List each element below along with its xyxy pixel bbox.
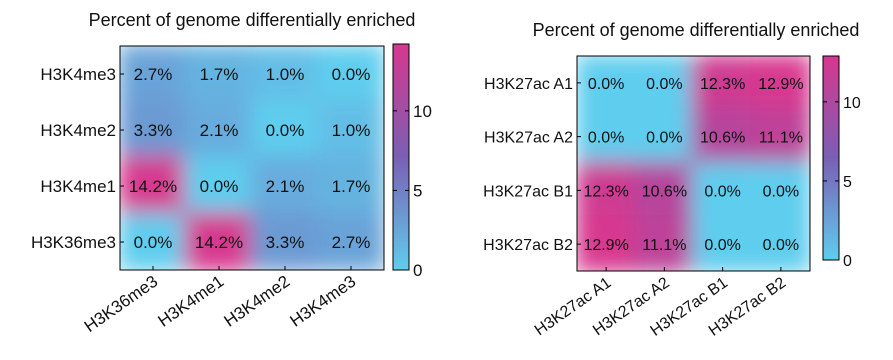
heatmap-cell	[120, 46, 188, 104]
row-label: H3K27ac B2	[483, 237, 573, 254]
chart-title-right: Percent of genome differentially enriche…	[533, 20, 860, 40]
row-label: H3K27ac A2	[484, 130, 573, 147]
colorbar-tick-label: 5	[843, 174, 852, 191]
cell-value-label: 11.1%	[759, 130, 803, 147]
colorbar-tick-label: 0	[843, 253, 852, 270]
heatmap-cell	[316, 156, 384, 216]
heatmap-cell	[250, 100, 320, 160]
colorbar-tick-label: 10	[843, 95, 861, 112]
cell-value-label: 0.0%	[588, 76, 624, 93]
cell-value-label: 0.0%	[704, 237, 740, 254]
cell-value-label: 0.0%	[200, 177, 239, 196]
cell-value-label: 0.0%	[646, 130, 682, 147]
row-label: H3K36me3	[31, 233, 116, 252]
heatmap-cell	[749, 215, 810, 271]
chart-title-left: Percent of genome differentially enriche…	[89, 10, 416, 30]
heatmap-cell	[250, 212, 320, 270]
heatmap-cell	[184, 100, 254, 160]
heatmap-cell	[184, 46, 254, 104]
heatmap-cell	[577, 56, 638, 112]
heatmap-cell	[691, 161, 754, 220]
colorbar-right: 0 5 10	[822, 55, 861, 270]
column-label: H3K4me3	[286, 272, 359, 331]
row-label: H3K27ac A1	[484, 76, 573, 93]
column-label: H3K4me1	[154, 272, 227, 331]
cell-value-label: 2.1%	[266, 177, 305, 196]
cell-value-label: 3.3%	[134, 121, 173, 140]
cell-value-label: 12.3%	[583, 183, 628, 200]
cell-value-label: 2.7%	[332, 233, 371, 252]
cell-value-label: 2.7%	[134, 65, 173, 84]
cell-value-label: 0.0%	[763, 183, 799, 200]
cell-value-label: 12.9%	[583, 237, 628, 254]
heatmap-cell	[691, 56, 754, 112]
row-label: H3K27ac B1	[483, 183, 573, 200]
cell-value-label: 1.7%	[200, 65, 239, 84]
cell-value-label: 11.1%	[642, 237, 686, 254]
colorbar-left: 0 5 10	[392, 43, 432, 280]
heatmap-left-cells	[120, 46, 384, 270]
heatmap-cell	[633, 161, 696, 220]
cell-value-label: 0.0%	[588, 130, 624, 147]
heatmap-cell	[691, 215, 754, 271]
heatmap-cell	[316, 212, 384, 270]
heatmap-cell	[749, 161, 810, 220]
colorbar-tick-label: 5	[413, 181, 422, 200]
heatmap-cell	[577, 161, 638, 220]
colorbar-tick-label: 0	[413, 261, 422, 280]
cell-value-label: 10.6%	[642, 183, 687, 200]
heatmap-cell	[184, 156, 254, 216]
heatmap-right-cells	[577, 56, 810, 271]
heatmap-cell	[749, 56, 810, 112]
cell-value-label: 2.1%	[200, 121, 239, 140]
cell-value-label: 0.0%	[134, 233, 173, 252]
cell-value-label: 0.0%	[266, 121, 305, 140]
column-label: H3K4me2	[220, 272, 293, 331]
heatmap-cell	[316, 46, 384, 104]
heatmap-cell	[250, 46, 320, 104]
heatmap-cell	[633, 56, 696, 112]
cell-value-label: 14.2%	[195, 233, 243, 252]
colorbar-right-gradient	[822, 55, 840, 261]
heatmap-right-frame	[576, 55, 811, 272]
cell-value-label: 0.0%	[332, 65, 371, 84]
heatmap-cell	[120, 156, 188, 216]
colorbar-tick-label: 10	[413, 102, 432, 121]
heatmap-cell	[633, 215, 696, 271]
heatmap-left-frame	[119, 45, 385, 271]
heatmap-cell	[691, 107, 754, 166]
cell-value-label: 12.9%	[758, 76, 803, 93]
cell-value-label: 1.0%	[332, 121, 371, 140]
cell-value-label: 0.0%	[763, 237, 799, 254]
cell-value-label: 1.7%	[332, 177, 371, 196]
column-label: H3K36me3	[81, 272, 162, 336]
heatmap-cell	[120, 212, 188, 270]
heatmap-cell	[250, 156, 320, 216]
heatmap-left: Percent of genome differentially enriche…	[31, 10, 432, 336]
heatmap-right: Percent of genome differentially enriche…	[483, 20, 861, 340]
cell-value-label: 14.2%	[129, 177, 177, 196]
heatmap-cell	[316, 100, 384, 160]
row-label: H3K4me1	[40, 177, 116, 196]
heatmap-cell	[577, 215, 638, 271]
colorbar-left-gradient	[392, 43, 410, 271]
heatmap-cell	[577, 107, 638, 166]
cell-value-label: 0.0%	[704, 183, 740, 200]
heatmap-cell	[749, 107, 810, 166]
cell-value-label: 12.3%	[700, 76, 745, 93]
cell-value-label: 3.3%	[266, 233, 305, 252]
cell-value-label: 10.6%	[700, 130, 745, 147]
heatmap-cell	[120, 100, 188, 160]
cell-value-label: 0.0%	[646, 76, 682, 93]
heatmap-cell	[633, 107, 696, 166]
cell-value-label: 1.0%	[266, 65, 305, 84]
heatmap-cell	[184, 212, 254, 270]
row-label: H3K4me3	[40, 65, 116, 84]
row-label: H3K4me2	[40, 121, 116, 140]
